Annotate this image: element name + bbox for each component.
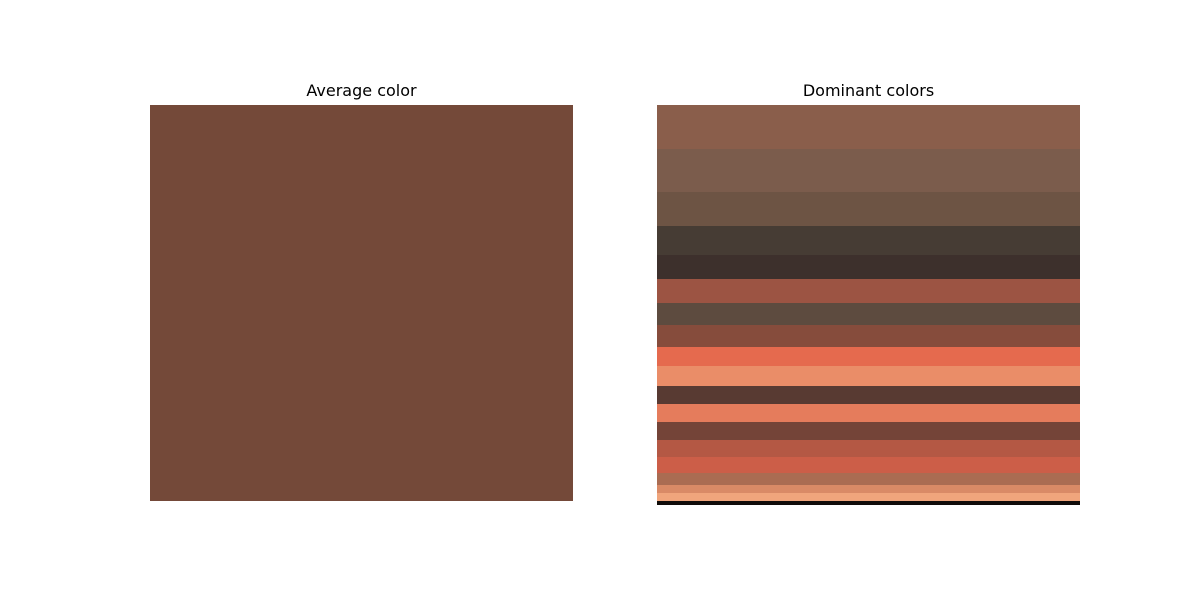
dominant-color-band [657, 149, 1080, 192]
average-color-swatch [150, 105, 573, 501]
dominant-color-band [657, 493, 1080, 501]
dominant-color-band [657, 473, 1080, 485]
dominant-color-band [657, 366, 1080, 386]
dominant-color-band [657, 279, 1080, 303]
dominant-color-band [657, 226, 1080, 255]
dominant-color-band [657, 386, 1080, 404]
dominant-color-band [657, 192, 1080, 226]
dominant-color-band [657, 347, 1080, 366]
dominant-color-band [657, 255, 1080, 279]
dominant-color-band [657, 440, 1080, 457]
average-color-title: Average color [306, 81, 417, 100]
dominant-color-band [657, 303, 1080, 325]
dominant-color-band [657, 422, 1080, 440]
dominant-color-band [657, 325, 1080, 347]
dominant-color-band [657, 485, 1080, 493]
dominant-color-band [657, 404, 1080, 422]
dominant-color-band [657, 457, 1080, 473]
dominant-color-band [657, 105, 1080, 149]
dominant-colors-stack [657, 105, 1080, 505]
dominant-colors-title: Dominant colors [802, 81, 935, 100]
dominant-color-band [657, 501, 1080, 505]
